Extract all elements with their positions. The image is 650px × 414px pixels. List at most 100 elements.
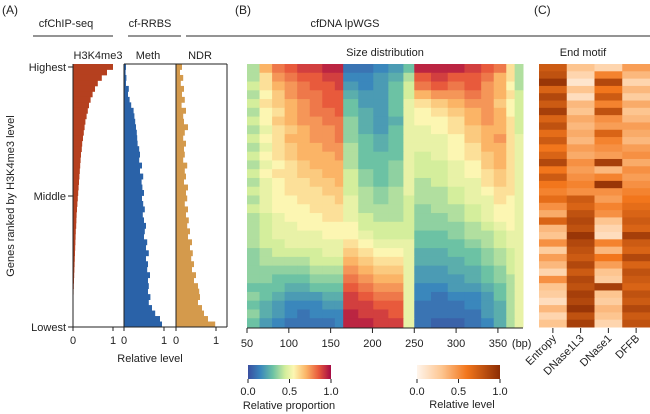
bar-h3k4me3	[73, 107, 88, 114]
heatmap-cell	[493, 90, 507, 100]
heatmap-cell	[373, 283, 389, 293]
heatmap-cell	[403, 300, 415, 310]
heatmap-cell	[259, 274, 273, 284]
heatmap-cell	[388, 283, 404, 293]
heatmap-cell	[259, 151, 273, 161]
heatmap-cell	[493, 213, 507, 223]
motif-cell	[622, 122, 650, 131]
heatmap-cell	[481, 239, 495, 249]
heatmap-cell	[297, 160, 311, 170]
motif-cell	[622, 100, 650, 109]
heatmap-cell	[297, 274, 311, 284]
motif-cell	[539, 253, 568, 262]
heatmap-cell	[358, 213, 374, 223]
heatmap-cell	[414, 248, 432, 258]
motif-cell	[539, 173, 568, 182]
heatmap-cell	[414, 256, 432, 267]
heatmap-cell	[247, 72, 261, 83]
motif-cell	[594, 312, 623, 321]
bar-h3k4me3	[73, 96, 91, 103]
heatmap-cell	[247, 213, 261, 223]
heatmap-cell	[322, 186, 336, 196]
heatmap-cell	[388, 151, 404, 161]
heatmap-cell	[514, 291, 524, 302]
heatmap-cell	[447, 230, 465, 240]
heatmap-cell	[403, 125, 415, 135]
heatmap-cell	[284, 116, 298, 126]
heatmap-cell	[388, 274, 404, 284]
heatmap-cell	[403, 64, 415, 74]
heatmap-cell	[388, 309, 404, 319]
heatmap-cell	[493, 160, 507, 170]
heatmap-cell	[284, 256, 298, 267]
heatmap-cell	[322, 134, 336, 144]
motif-cell	[594, 210, 623, 218]
motif-cell	[622, 151, 650, 160]
heatmap-cell	[343, 256, 359, 267]
heatmap-cell	[358, 318, 374, 328]
heatmap-cell	[272, 248, 286, 258]
heatmap-cell	[373, 125, 389, 135]
motif-cell	[539, 202, 568, 211]
motif-cell	[622, 115, 650, 123]
heatmap-cell	[247, 151, 261, 161]
motif-cell	[594, 217, 623, 226]
heatmap-cell	[403, 160, 415, 170]
bar-meth	[124, 316, 160, 322]
heatmap-cell	[334, 283, 344, 293]
motif-cell	[622, 195, 650, 204]
heatmap-cell	[309, 169, 323, 179]
heatmap-cell	[343, 160, 359, 170]
heatmap-cell	[272, 213, 286, 223]
bar-h3k4me3	[73, 179, 79, 185]
heatmap-cell	[403, 107, 415, 118]
heatmap-cell	[481, 291, 495, 302]
heatmap-cell	[284, 72, 298, 83]
heatmap-cell	[464, 142, 482, 153]
subtitle-h3k4me3: H3K4me3	[74, 50, 123, 62]
heatmap-cell	[358, 72, 374, 83]
heatmap-cell	[373, 265, 389, 275]
motif-cell	[566, 180, 595, 189]
heatmap-cell	[309, 125, 323, 135]
heatmap-cell	[403, 221, 415, 232]
heatmap-cell	[388, 125, 404, 135]
heatmap-cell	[464, 256, 482, 267]
heatmap-cell	[514, 81, 524, 91]
heatmap-cell	[272, 81, 286, 91]
heatmap-cell	[272, 195, 286, 205]
heatmap-cell	[334, 125, 344, 135]
bar-meth	[124, 129, 137, 136]
motif-cell	[594, 78, 623, 87]
heatmap-cell	[506, 72, 516, 83]
motif-cell	[539, 93, 568, 102]
heatmap-cell	[414, 64, 432, 74]
bar-ndr	[176, 135, 184, 142]
heatmap-cell	[322, 72, 336, 83]
heatmap-cell	[343, 239, 359, 249]
motif-cell	[622, 210, 650, 218]
heatmap-cell	[506, 300, 516, 310]
heatmap-cell	[493, 265, 507, 275]
heatmap-cell	[388, 221, 404, 232]
bar-ndr	[176, 96, 185, 103]
heatmap-cell	[297, 204, 311, 214]
heatmap-cell	[284, 186, 298, 196]
heatmap-cell	[284, 81, 298, 91]
heatmap-cell	[297, 195, 311, 205]
x-tick-label-ndr: 0	[173, 335, 179, 347]
heatmap-cell	[414, 151, 432, 161]
heatmap-cell	[481, 64, 495, 74]
bar-meth	[124, 107, 134, 114]
heatmap-cell	[309, 256, 323, 267]
heatmap-cell	[447, 221, 465, 232]
bar-h3k4me3	[73, 250, 75, 257]
heatmap-cell	[259, 169, 273, 179]
heatmap-cell	[431, 221, 449, 232]
heatmap-cell	[358, 160, 374, 170]
motif-cell	[566, 283, 595, 291]
bar-ndr	[176, 168, 185, 174]
motif-cell	[622, 93, 650, 102]
heatmap-cell	[514, 309, 524, 319]
bar-meth	[124, 168, 140, 174]
